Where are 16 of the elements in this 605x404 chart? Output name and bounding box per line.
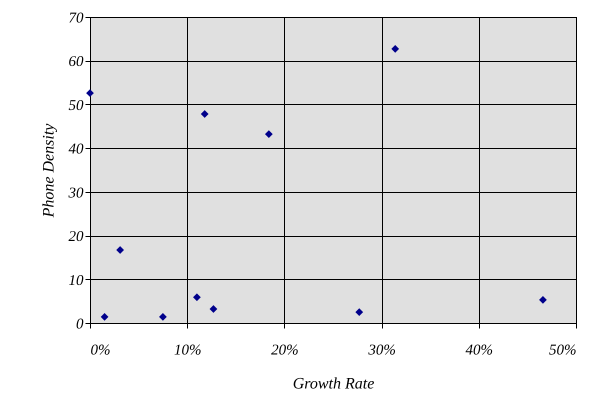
x-tick-label: 0% [90, 342, 110, 358]
y-tick-label: 20 [68, 229, 84, 246]
x-tick-label: 30% [367, 342, 396, 358]
y-tick-label: 70 [68, 10, 84, 26]
y-tick-label: 0 [76, 316, 84, 332]
y-tick-label: 50 [68, 98, 84, 114]
x-tick-label: 10% [174, 342, 202, 358]
x-tick-label: 40% [466, 342, 494, 358]
x-axis-title: Growth Rate [292, 376, 374, 392]
y-tick-label: 60 [68, 54, 84, 70]
y-tick-label: 30 [68, 185, 84, 202]
y-axis-title: Phone Density [40, 122, 58, 218]
y-tick-label: 40 [68, 142, 84, 158]
y-tick-label: 10 [68, 272, 84, 289]
x-tick-label: 50% [549, 342, 576, 358]
x-tick-label: 20% [271, 342, 299, 358]
